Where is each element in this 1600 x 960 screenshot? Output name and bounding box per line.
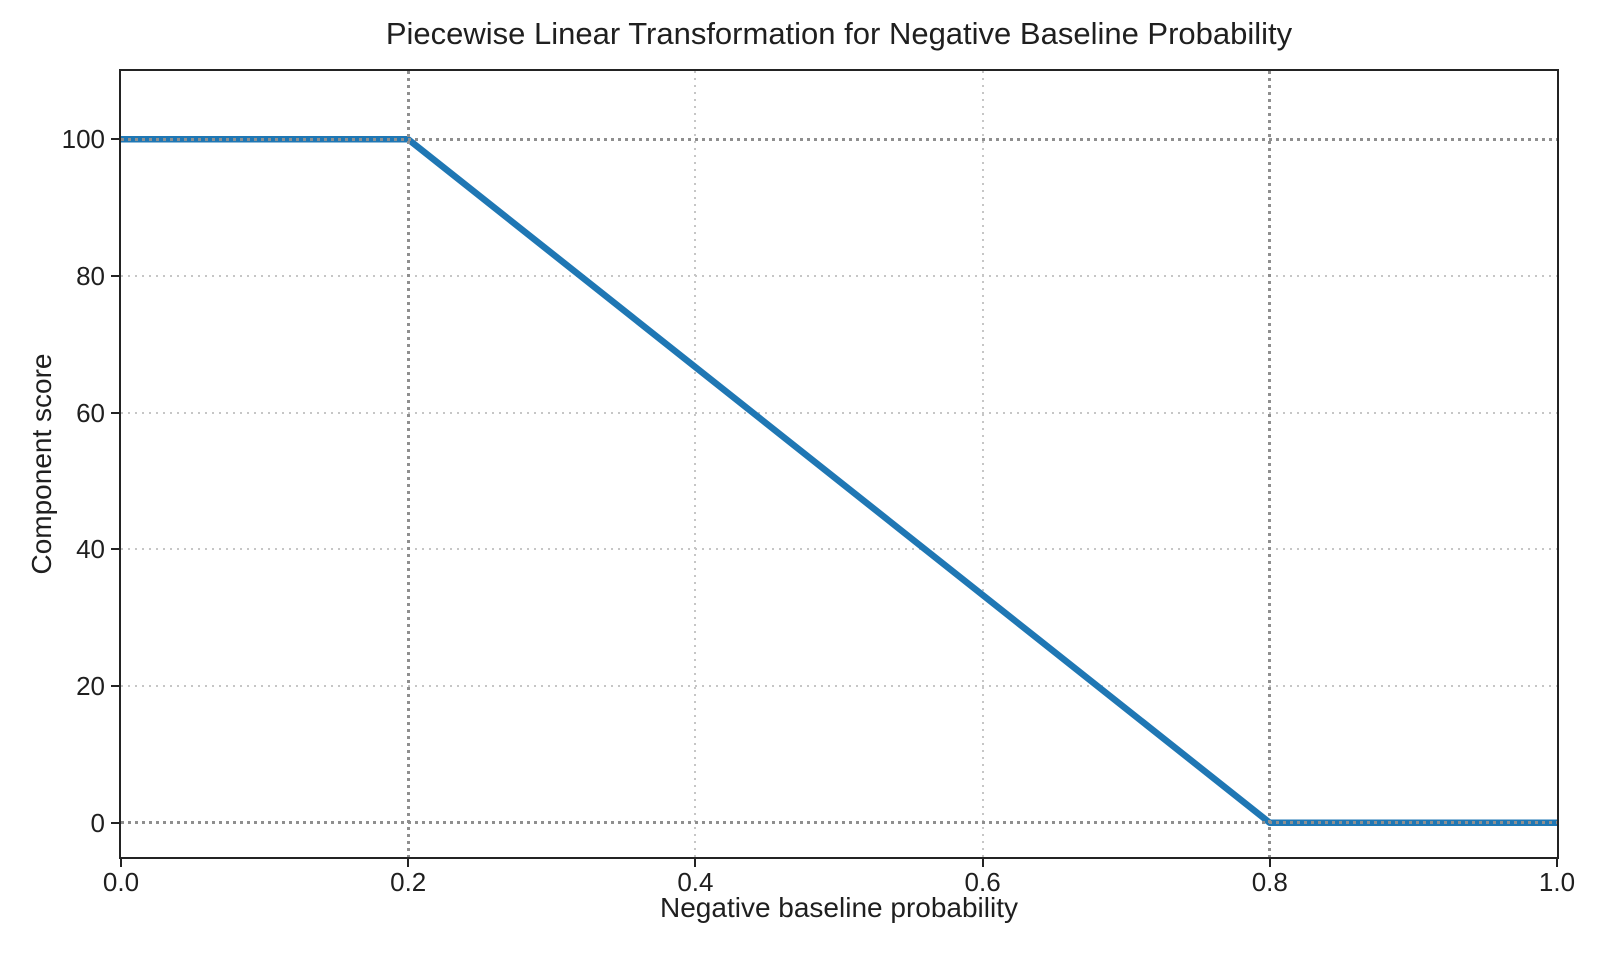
gridline-horizontal xyxy=(121,411,1557,414)
reference-line-horizontal xyxy=(121,137,1557,141)
y-tick xyxy=(111,411,119,414)
x-tick xyxy=(1268,859,1271,867)
x-tick-label: 0.8 xyxy=(1251,867,1288,897)
reference-line-horizontal xyxy=(121,821,1557,825)
x-tick-label: 1.0 xyxy=(1538,867,1576,897)
y-tick-label: 80 xyxy=(76,261,105,292)
x-tick-label: 0.6 xyxy=(964,867,1001,897)
x-tick xyxy=(407,859,410,867)
x-axis-label: Negative baseline probability xyxy=(660,892,1018,923)
y-tick xyxy=(111,275,119,278)
x-tick xyxy=(1556,859,1558,867)
y-tick xyxy=(111,138,119,141)
x-tick-label: 0.4 xyxy=(677,867,714,897)
reference-line-vertical xyxy=(406,71,410,857)
gridline-horizontal xyxy=(121,275,1557,278)
y-tick-label: 20 xyxy=(76,671,105,702)
x-tick xyxy=(694,859,697,867)
reference-line-vertical xyxy=(1268,71,1272,857)
y-tick-label: 100 xyxy=(61,124,105,155)
y-tick xyxy=(111,548,119,551)
gridline-vertical xyxy=(981,71,984,857)
chart-title: Piecewise Linear Transformation for Nega… xyxy=(385,16,1293,51)
y-tick xyxy=(111,685,119,688)
gridline-vertical xyxy=(694,71,697,857)
x-tick xyxy=(981,859,984,867)
y-tick xyxy=(111,821,119,824)
x-tick xyxy=(120,859,122,867)
y-tick-label: 40 xyxy=(76,534,105,565)
gridline-horizontal xyxy=(121,548,1557,551)
y-tick-label: 60 xyxy=(76,397,105,428)
x-tick-label: 0.2 xyxy=(390,867,427,897)
x-tick-label: 0.0 xyxy=(102,867,140,897)
y-tick-label: 0 xyxy=(90,807,105,838)
gridline-horizontal xyxy=(121,685,1557,688)
